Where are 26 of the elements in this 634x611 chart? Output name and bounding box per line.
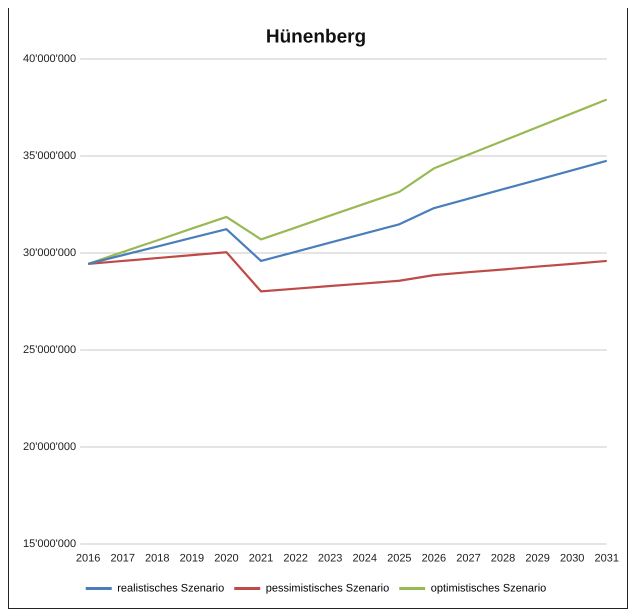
x-tick-label: 2031: [594, 552, 620, 564]
legend-label: optimistisches Szenario: [430, 582, 546, 595]
x-tick-label: 2022: [283, 552, 308, 564]
x-tick-label: 2020: [214, 552, 239, 564]
x-tick-label: 2021: [248, 552, 274, 564]
x-tick-label: 2028: [490, 552, 516, 564]
legend-label: pessimistisches Szenario: [266, 582, 390, 595]
y-tick-label: 15'000'000: [22, 538, 76, 550]
x-tick-label: 2024: [352, 552, 377, 564]
x-tick-label: 2025: [387, 552, 412, 564]
x-tick-label: 2026: [422, 552, 446, 564]
y-tick-label: 20'000'000: [22, 440, 76, 453]
x-tick-label: 2027: [456, 552, 481, 564]
x-tick-label: 2023: [318, 552, 342, 564]
x-tick-label: 2029: [525, 552, 550, 564]
chart-title: Hünenberg: [266, 26, 366, 48]
x-tick-label: 2016: [76, 552, 100, 564]
y-tick-label: 25'000'000: [22, 344, 76, 356]
x-tick-label: 2030: [560, 552, 584, 564]
legend-label: realistisches Szenario: [117, 582, 224, 595]
x-tick-label: 2017: [110, 552, 135, 564]
y-tick-label: 30'000'000: [22, 246, 76, 259]
x-tick-label: 2018: [145, 552, 170, 564]
x-tick-label: 2019: [180, 552, 204, 564]
y-tick-label: 35'000'000: [22, 150, 76, 162]
y-tick-label: 40'000'000: [22, 52, 76, 65]
